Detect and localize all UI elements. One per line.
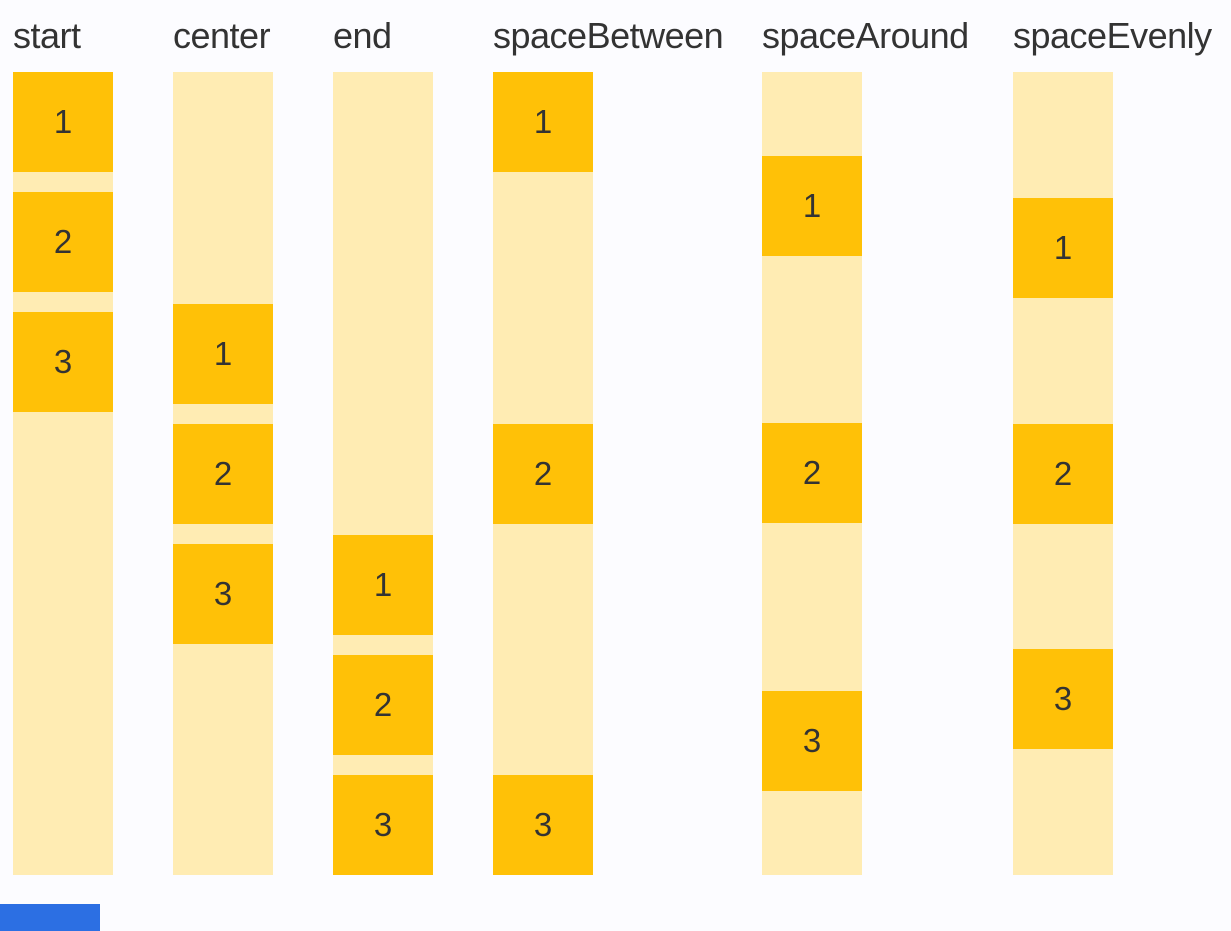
flex-item-box: 2: [173, 423, 273, 524]
alignment-label: spaceEvenly: [1013, 15, 1212, 56]
flex-item-box: 1: [173, 303, 273, 404]
flex-item-box: 3: [173, 543, 273, 644]
flex-track: 1 2 3: [173, 72, 273, 875]
alignment-label: spaceBetween: [493, 15, 724, 56]
flex-item-box: 1: [493, 72, 593, 172]
flex-track: 1 2 3: [333, 72, 433, 875]
flex-item-box: 1: [333, 535, 433, 635]
flex-item-box: 3: [1013, 649, 1113, 750]
flex-item-box: 1: [1013, 197, 1113, 298]
flex-item-box: 3: [13, 312, 113, 412]
alignment-column-center: center 1 2 3: [173, 14, 273, 875]
flex-item-box: 1: [13, 72, 113, 172]
flex-item-box: 2: [1013, 423, 1113, 524]
alignment-column-end: end 1 2 3: [333, 14, 433, 875]
alignment-label: end: [333, 15, 392, 56]
flex-item-box: 3: [493, 775, 593, 875]
alignment-column-start: start 1 2 3: [13, 14, 113, 875]
flex-item-box: 2: [493, 423, 593, 524]
flex-track: 1 2 3: [13, 72, 113, 875]
alignment-column-spaceBetween: spaceBetween 1 2 3: [493, 14, 724, 875]
flex-item-box: 2: [13, 192, 113, 292]
flex-track: 1 2 3: [493, 72, 593, 875]
flex-item-box: 3: [762, 691, 862, 792]
alignment-label: start: [13, 15, 81, 56]
alignment-column-spaceEvenly: spaceEvenly 1 2 3: [1013, 14, 1212, 875]
alignment-label: center: [173, 15, 271, 56]
alignment-label: spaceAround: [762, 15, 969, 56]
flex-item-box: 3: [333, 775, 433, 875]
flex-item-box: 2: [762, 423, 862, 524]
flex-track: 1 2 3: [1013, 72, 1113, 875]
flex-track: 1 2 3: [762, 72, 862, 875]
flex-item-box: 2: [333, 655, 433, 755]
bottom-loading-bar: [0, 904, 100, 931]
flex-item-box: 1: [762, 155, 862, 256]
alignment-column-spaceAround: spaceAround 1 2 3: [762, 14, 969, 875]
